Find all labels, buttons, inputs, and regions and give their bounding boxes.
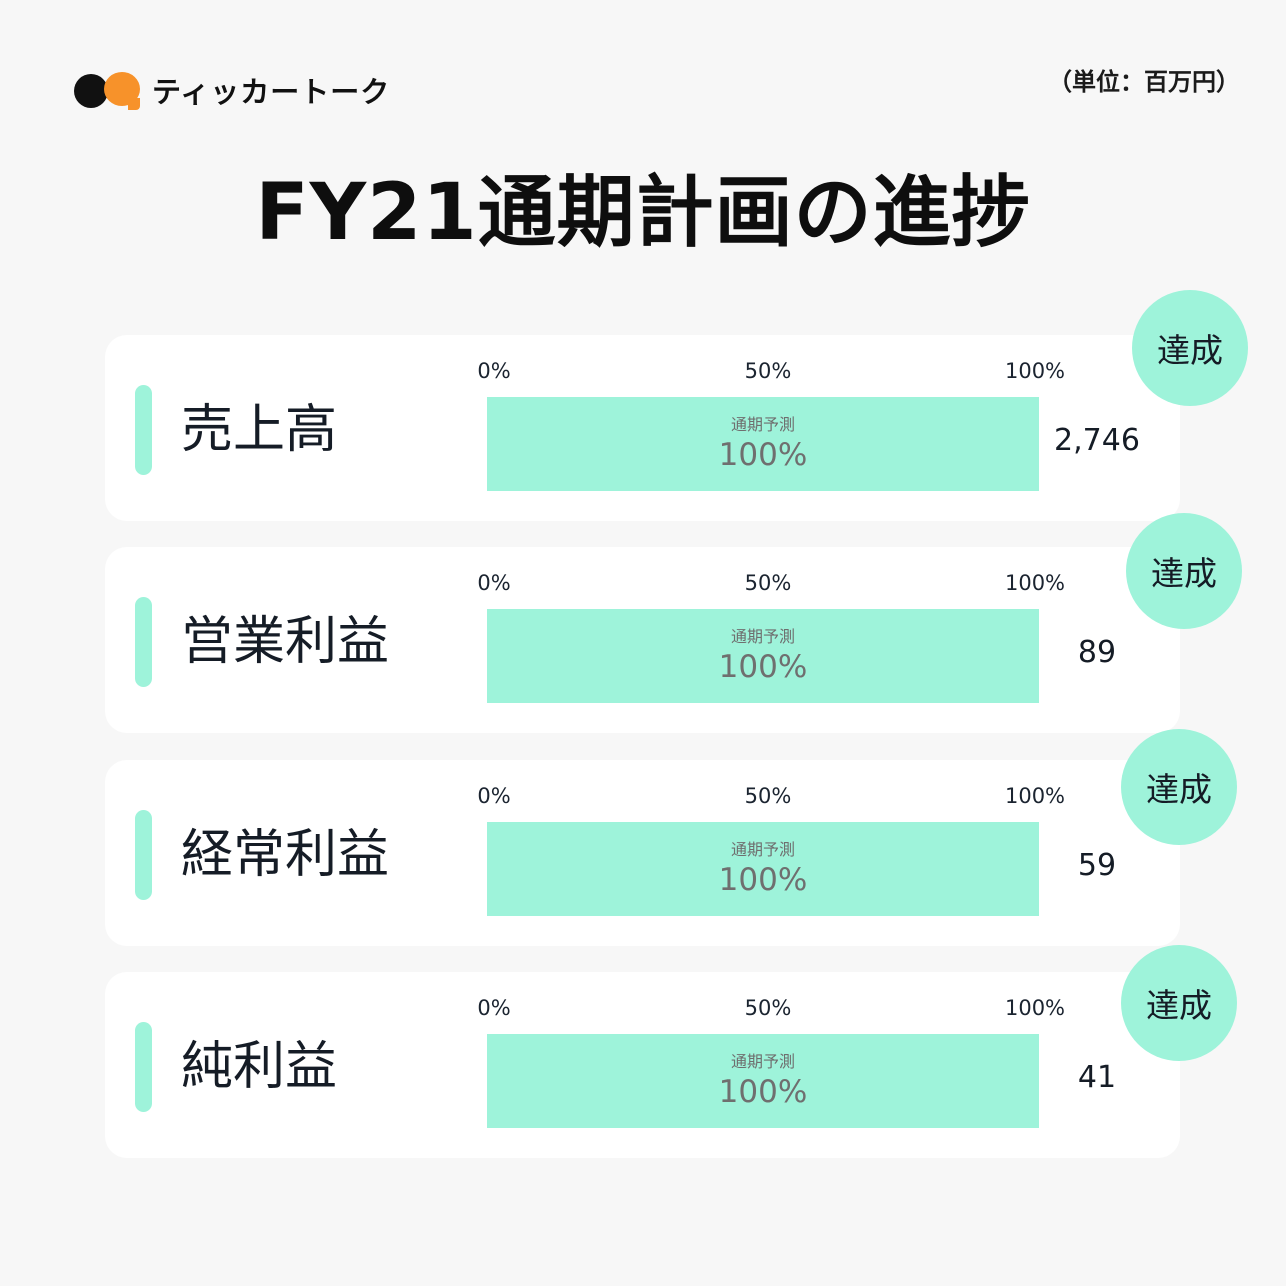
logo-orange-bubble bbox=[104, 72, 140, 110]
axis-tick-label: 50% bbox=[744, 359, 792, 383]
unit-label: （単位：百万円） bbox=[1048, 68, 1240, 96]
logo-icon bbox=[74, 70, 142, 110]
axis-tick-label: 100% bbox=[1004, 571, 1066, 595]
card-accent-bar bbox=[135, 1022, 152, 1112]
axis-tick-label: 50% bbox=[744, 571, 792, 595]
axis-tick-label: 0% bbox=[477, 359, 511, 383]
progress-bar bbox=[487, 397, 1039, 491]
brand-name: ティッカートーク bbox=[152, 75, 391, 109]
card-accent-bar bbox=[135, 597, 152, 687]
axis-tick-label: 0% bbox=[477, 784, 511, 808]
metric-card: 営業利益 0% 50% 100% 通期予測 100% 89 bbox=[105, 547, 1180, 733]
bar-percent-label: 100% bbox=[718, 1074, 808, 1110]
bar-percent-label: 100% bbox=[718, 649, 808, 685]
progress-track: 通期予測 100% bbox=[487, 397, 1039, 491]
bar-percent-label: 100% bbox=[718, 437, 808, 473]
achieved-badge: 達成 bbox=[1132, 290, 1248, 406]
axis-tick-label: 100% bbox=[1004, 359, 1066, 383]
metric-label: 営業利益 bbox=[181, 612, 390, 672]
metric-value: 41 bbox=[1077, 1060, 1117, 1095]
achieved-badge: 達成 bbox=[1121, 729, 1237, 845]
bar-caption: 通期予測 bbox=[730, 627, 795, 646]
metric-card: 売上高 0% 50% 100% 通期予測 100% 2,746 bbox=[105, 335, 1180, 521]
bar-caption: 通期予測 bbox=[730, 1052, 795, 1071]
metric-card: 経常利益 0% 50% 100% 通期予測 100% 59 bbox=[105, 760, 1180, 946]
progress-bar bbox=[487, 609, 1039, 703]
progress-track: 通期予測 100% bbox=[487, 822, 1039, 916]
progress-bar bbox=[487, 822, 1039, 916]
brand-logo: ティッカートーク bbox=[74, 68, 390, 112]
card-accent-bar bbox=[135, 810, 152, 900]
logo-black-dot bbox=[74, 74, 108, 108]
achieved-badge: 達成 bbox=[1126, 513, 1242, 629]
progress-track: 通期予測 100% bbox=[487, 609, 1039, 703]
axis-tick-label: 50% bbox=[744, 996, 792, 1020]
metric-label: 売上高 bbox=[181, 400, 338, 460]
progress-bar bbox=[487, 1034, 1039, 1128]
progress-track: 通期予測 100% bbox=[487, 1034, 1039, 1128]
bar-percent-label: 100% bbox=[718, 862, 808, 898]
axis-tick-label: 0% bbox=[477, 996, 511, 1020]
metric-value: 2,746 bbox=[1054, 423, 1140, 458]
axis-tick-label: 100% bbox=[1004, 784, 1066, 808]
metric-value: 89 bbox=[1077, 635, 1117, 670]
metric-value: 59 bbox=[1077, 848, 1117, 883]
achieved-badge: 達成 bbox=[1121, 945, 1237, 1061]
axis-tick-label: 100% bbox=[1004, 996, 1066, 1020]
metric-label: 純利益 bbox=[181, 1037, 338, 1097]
card-accent-bar bbox=[135, 385, 152, 475]
metric-label: 経常利益 bbox=[181, 825, 390, 885]
bar-caption: 通期予測 bbox=[730, 415, 795, 434]
metric-card: 純利益 0% 50% 100% 通期予測 100% 41 bbox=[105, 972, 1180, 1158]
axis-tick-label: 0% bbox=[477, 571, 511, 595]
bar-caption: 通期予測 bbox=[730, 840, 795, 859]
axis-tick-label: 50% bbox=[744, 784, 792, 808]
chart-title: FY21通期計画の進捗 bbox=[255, 168, 1031, 258]
